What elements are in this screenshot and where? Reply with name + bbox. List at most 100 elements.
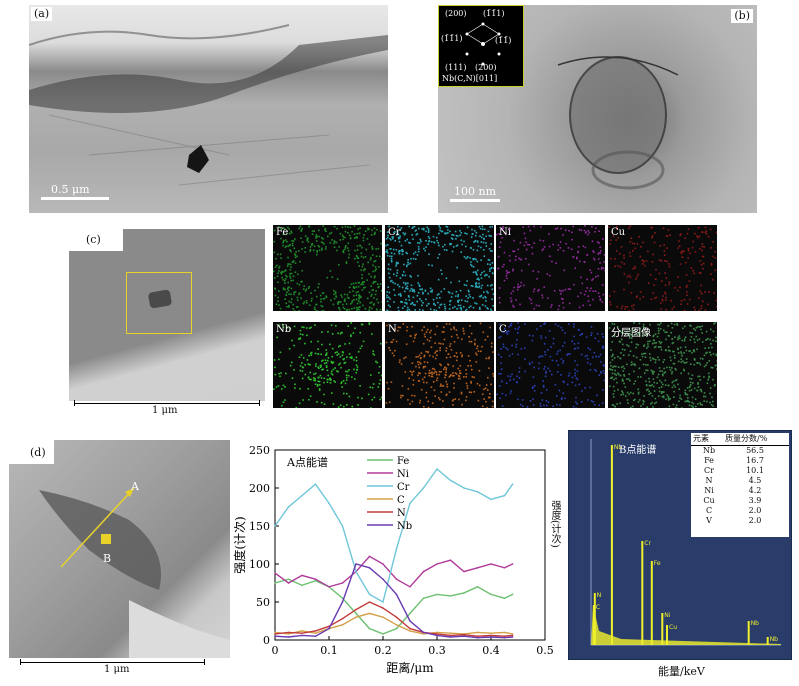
map-pixel bbox=[469, 325, 471, 327]
map-pixel bbox=[406, 326, 409, 328]
map-pixel bbox=[406, 238, 408, 241]
map-pixel bbox=[469, 296, 472, 298]
data-point bbox=[314, 578, 317, 580]
map-pixel bbox=[699, 260, 702, 262]
map-pixel bbox=[614, 258, 616, 260]
map-pixel bbox=[390, 259, 393, 262]
map-pixel bbox=[683, 340, 686, 342]
map-pixel bbox=[593, 257, 595, 260]
map-pixel bbox=[344, 225, 347, 228]
map-pixel bbox=[290, 230, 292, 233]
map-pixel bbox=[626, 391, 629, 394]
table-cell-value: 4.5 bbox=[748, 476, 762, 485]
map-pixel bbox=[517, 322, 519, 324]
map-pixel bbox=[571, 376, 574, 379]
map-pixel bbox=[552, 243, 554, 246]
map-pixel bbox=[562, 289, 564, 292]
map-pixel bbox=[602, 345, 604, 348]
map-pixel bbox=[449, 345, 451, 348]
map-pixel bbox=[351, 230, 353, 233]
map-pixel bbox=[434, 333, 436, 336]
map-pixel bbox=[661, 391, 663, 393]
map-pixel bbox=[325, 230, 327, 232]
map-pixel bbox=[693, 363, 696, 366]
map-pixel bbox=[667, 334, 670, 337]
map-pixel bbox=[416, 254, 419, 256]
map-pixel bbox=[471, 265, 473, 267]
map-pixel bbox=[432, 235, 435, 238]
map-pixel bbox=[611, 369, 614, 371]
map-pixel bbox=[308, 286, 310, 288]
map-pixel bbox=[320, 366, 322, 368]
map-pixel bbox=[473, 257, 476, 260]
map-pixel bbox=[712, 400, 714, 403]
map-pixel bbox=[574, 374, 576, 377]
map-pixel bbox=[391, 341, 393, 343]
map-pixel bbox=[436, 350, 438, 352]
data-point bbox=[301, 630, 303, 632]
map-pixel bbox=[478, 306, 481, 309]
spectrum-ylabel: 强度(计次) bbox=[549, 500, 560, 548]
map-pixel bbox=[638, 399, 641, 401]
map-pixel bbox=[359, 244, 361, 247]
map-pixel bbox=[325, 362, 328, 364]
map-pixel bbox=[473, 376, 475, 379]
map-pixel bbox=[683, 310, 686, 311]
map-pixel bbox=[591, 225, 593, 228]
map-pixel bbox=[490, 383, 492, 386]
panel-label-c: (c) bbox=[83, 233, 104, 247]
map-pixel bbox=[524, 323, 526, 325]
map-pixel bbox=[365, 248, 368, 251]
map-pixel bbox=[552, 342, 555, 345]
map-pixel bbox=[481, 225, 484, 228]
data-point bbox=[409, 620, 411, 622]
map-pixel bbox=[470, 247, 472, 249]
map-pixel bbox=[428, 240, 430, 243]
map-pixel bbox=[331, 362, 334, 364]
map-pixel bbox=[559, 289, 561, 292]
map-pixel bbox=[682, 327, 684, 330]
map-pixel bbox=[431, 264, 433, 267]
map-pixel bbox=[286, 306, 288, 308]
data-point bbox=[422, 597, 425, 599]
map-pixel bbox=[321, 343, 323, 346]
map-pixel bbox=[464, 309, 467, 311]
map-pixel bbox=[667, 229, 670, 231]
map-pixel bbox=[308, 378, 311, 381]
map-pixel bbox=[568, 372, 571, 375]
map-pixel bbox=[314, 372, 317, 375]
data-point bbox=[341, 525, 344, 527]
map-pixel bbox=[317, 310, 319, 311]
map-pixel bbox=[623, 375, 626, 377]
map-pixel bbox=[364, 256, 367, 258]
map-pixel bbox=[598, 374, 601, 376]
map-pixel bbox=[442, 385, 445, 387]
map-pixel bbox=[338, 263, 340, 266]
map-pixel bbox=[309, 395, 312, 397]
map-pixel bbox=[658, 387, 661, 389]
map-pixel bbox=[323, 310, 325, 311]
map-pixel bbox=[602, 363, 605, 366]
map-pixel bbox=[629, 379, 631, 382]
map-pixel bbox=[653, 342, 656, 344]
map-pixel bbox=[643, 345, 645, 347]
map-pixel bbox=[626, 275, 629, 278]
map-pixel bbox=[457, 295, 459, 298]
map-pixel bbox=[549, 355, 552, 358]
map-pixel bbox=[617, 372, 619, 375]
map-pixel bbox=[654, 397, 657, 400]
map-pixel bbox=[673, 362, 676, 365]
map-pixel bbox=[285, 245, 288, 247]
data-point bbox=[395, 627, 398, 630]
map-pixel bbox=[453, 246, 455, 248]
map-pixel bbox=[402, 323, 405, 325]
map-pixel bbox=[645, 384, 648, 386]
map-pixel bbox=[371, 386, 374, 389]
map-pixel bbox=[685, 261, 687, 264]
map-pixel bbox=[593, 251, 595, 254]
map-pixel bbox=[652, 335, 654, 338]
map-pixel bbox=[508, 228, 510, 230]
map-pixel bbox=[499, 397, 501, 399]
map-pixel bbox=[447, 232, 449, 234]
map-pixel bbox=[502, 331, 504, 333]
